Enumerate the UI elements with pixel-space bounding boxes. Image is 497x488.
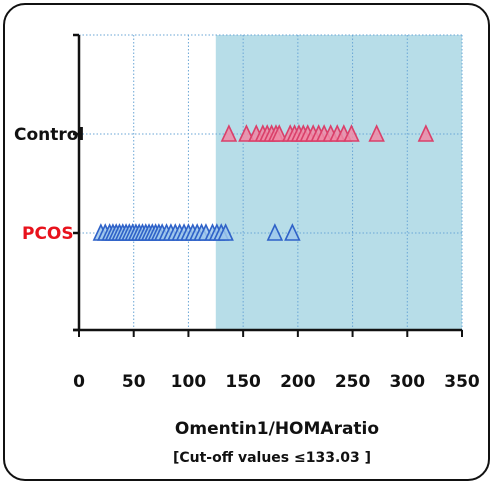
data-point-control: [238, 124, 255, 142]
x-tick-label: 250: [335, 372, 371, 392]
data-point-control: [417, 124, 435, 142]
x-tick-label: 0: [73, 372, 85, 392]
data-points: [92, 124, 435, 241]
x-tick-label: 300: [390, 372, 426, 392]
data-point-control: [270, 124, 288, 142]
axes: [73, 33, 463, 337]
data-point-control: [220, 124, 238, 142]
x-tick-label: 50: [122, 372, 146, 392]
x-tick-labels: 0 50 100 150 200 250 300 350: [73, 372, 480, 392]
category-labels: Control PCOS: [14, 125, 84, 244]
data-point-control: [368, 124, 385, 142]
x-tick-label: 200: [280, 372, 316, 392]
category-label-control: Control: [14, 125, 84, 145]
cutoff-note: [Cut-off values ≤133.03 ]: [173, 450, 371, 466]
data-point-pcos: [284, 223, 301, 241]
data-point-control: [343, 124, 360, 142]
cutoff-shaded-region: [215, 35, 462, 330]
x-tick-label: 100: [171, 372, 207, 392]
category-label-pcos: PCOS: [22, 224, 74, 244]
data-point-pcos: [266, 223, 284, 241]
x-axis-label: Omentin1/HOMAratio: [175, 419, 379, 439]
data-point-pcos: [217, 223, 234, 241]
x-tick-label: 350: [444, 372, 480, 392]
x-tick-label: 150: [225, 372, 261, 392]
